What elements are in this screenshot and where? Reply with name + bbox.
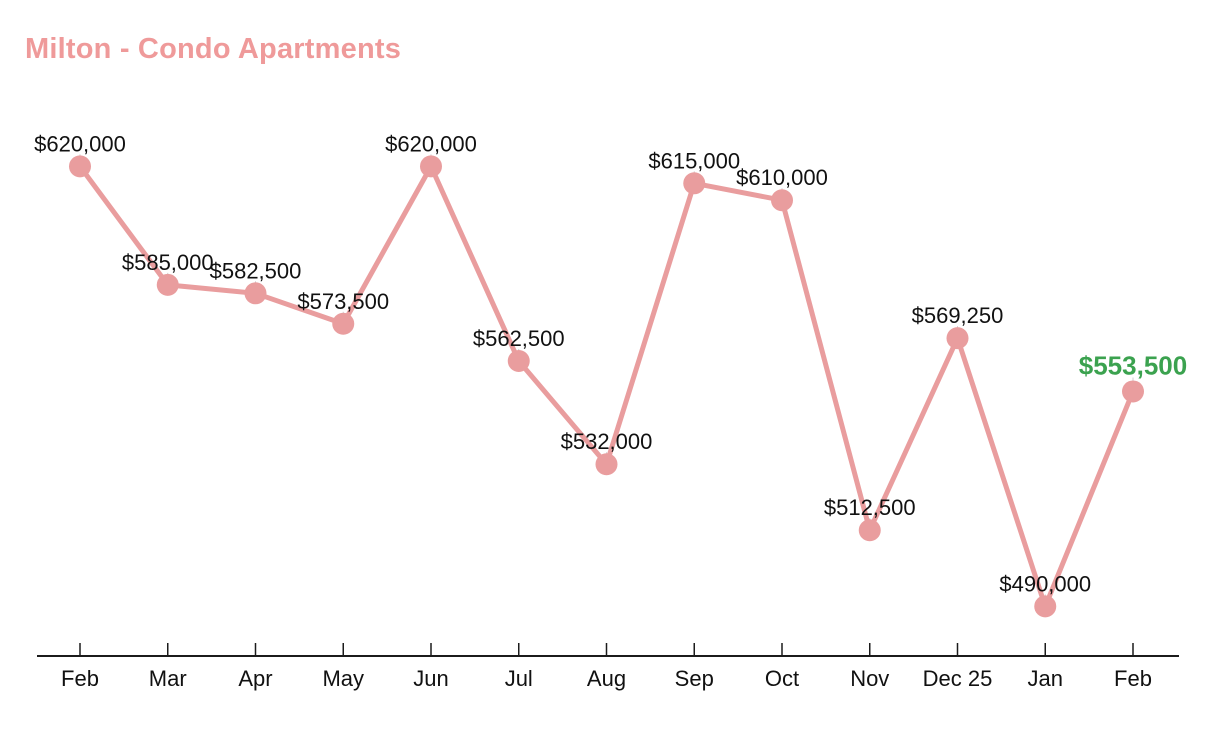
price-label: $615,000 xyxy=(648,148,740,173)
x-axis-month-label: Dec 25 xyxy=(923,666,993,691)
price-label: $610,000 xyxy=(736,165,828,190)
x-axis-month-label: May xyxy=(322,666,364,691)
x-axis-month-label: Feb xyxy=(1114,666,1152,691)
x-axis-month-label: Mar xyxy=(149,666,187,691)
data-point-marker[interactable] xyxy=(1122,380,1144,403)
price-label: $620,000 xyxy=(385,131,477,156)
x-axis-month-label: Aug xyxy=(587,666,626,691)
data-point-marker[interactable] xyxy=(156,273,179,296)
x-axis-month-label: Jun xyxy=(413,666,448,691)
data-point-marker[interactable] xyxy=(507,350,530,372)
x-axis-month-label: Jan xyxy=(1028,666,1063,691)
price-label: $562,500 xyxy=(473,326,565,351)
chart-title: Milton - Condo Apartments xyxy=(25,33,402,65)
price-label: $532,000 xyxy=(561,429,653,454)
data-point-marker[interactable] xyxy=(858,519,881,542)
price-label: $569,250 xyxy=(912,303,1004,328)
x-axis-month-label: Apr xyxy=(238,666,272,691)
price-label: $490,000 xyxy=(999,571,1091,596)
data-point-marker[interactable] xyxy=(683,172,706,195)
x-axis-month-label: Nov xyxy=(850,666,889,691)
x-axis-month-label: Jul xyxy=(505,666,533,691)
x-axis-month-label: Sep xyxy=(675,666,714,691)
price-label: $620,000 xyxy=(34,131,126,156)
data-point-marker[interactable] xyxy=(420,155,442,178)
data-point-marker[interactable] xyxy=(595,453,618,476)
price-label: $582,500 xyxy=(210,258,302,283)
data-point-marker[interactable] xyxy=(771,189,793,212)
data-point-marker[interactable] xyxy=(244,282,267,305)
price-label: $512,500 xyxy=(824,495,916,520)
data-point-marker[interactable] xyxy=(69,155,91,178)
x-axis-month-label: Oct xyxy=(765,666,799,691)
price-series-line xyxy=(77,163,1136,609)
data-point-marker[interactable] xyxy=(946,327,969,350)
price-label: $585,000 xyxy=(122,250,214,275)
data-point-marker[interactable] xyxy=(1034,595,1057,618)
latest-price-label: $553,500 xyxy=(1079,350,1187,380)
x-axis-month-label: Feb xyxy=(61,666,99,691)
price-label: $573,500 xyxy=(297,289,389,314)
data-point-marker[interactable] xyxy=(332,312,355,335)
